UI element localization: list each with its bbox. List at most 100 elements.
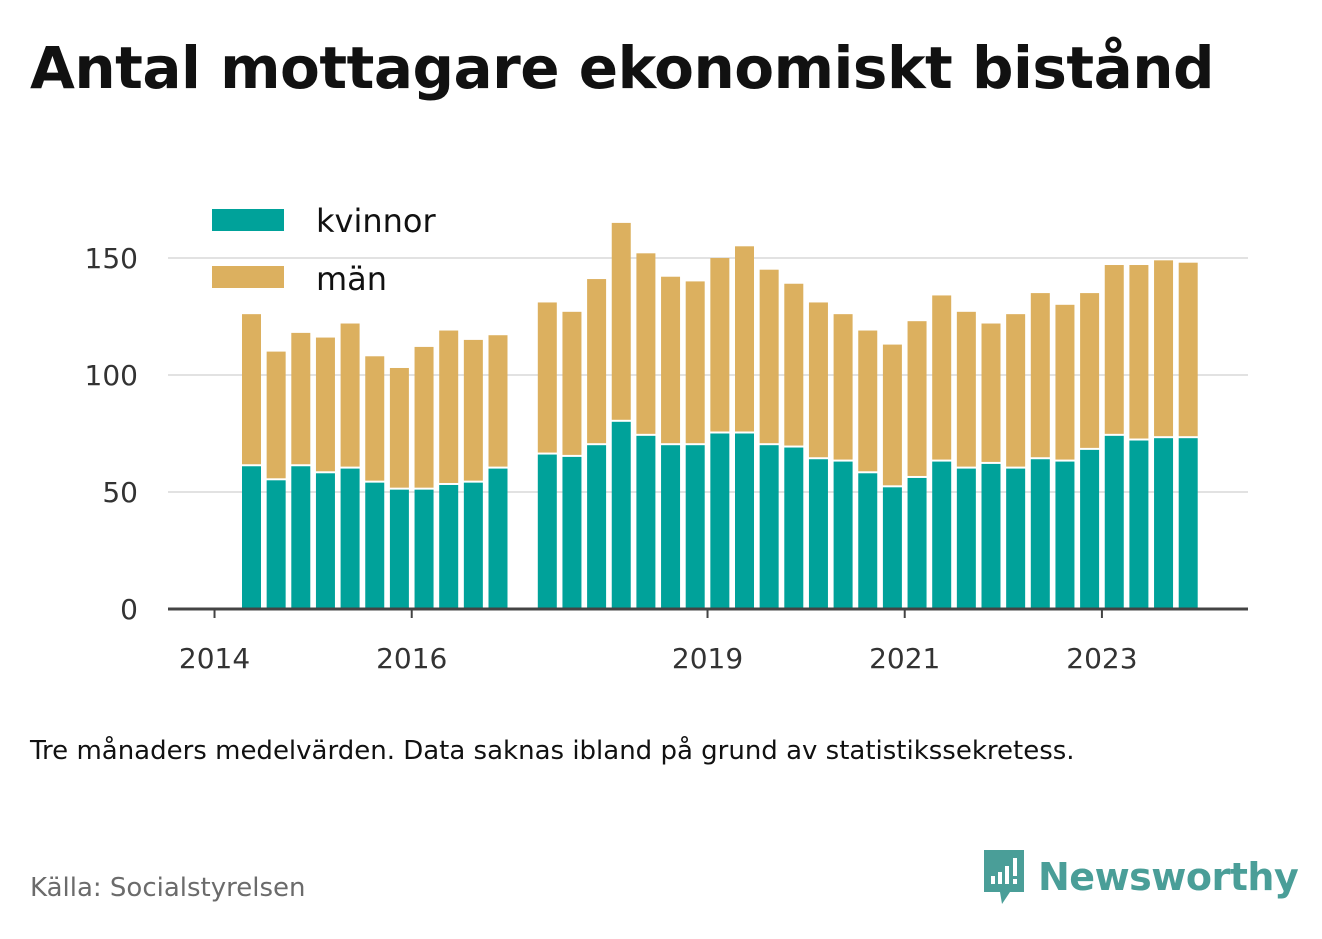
bar-kvinnor-2022-Q4 (1080, 449, 1100, 609)
bar-kvinnor-2022-Q3 (1055, 461, 1075, 609)
y-tick-label: 150 (85, 242, 138, 275)
bar-man-2022-Q4 (1080, 293, 1100, 448)
x-tick-label: 2019 (672, 642, 743, 675)
bar-man-2017-Q4 (587, 279, 607, 444)
bar-man-2016-Q4 (488, 335, 508, 467)
chart-title: Antal mottagare ekonomiskt bistånd (30, 34, 1215, 102)
bar-kvinnor-2016-Q1 (414, 489, 434, 609)
bar-man-2019-Q2 (735, 246, 754, 432)
x-axis: 2014 2016 2019 2021 2023 (168, 607, 1248, 675)
y-tick-label: 0 (120, 593, 138, 626)
bar-man-2023-Q4 (1178, 262, 1198, 437)
bar-kvinnor-2023-Q1 (1104, 435, 1124, 609)
bar-man-2019-Q3 (759, 269, 779, 444)
bar-man-2021-Q3 (956, 311, 976, 467)
y-axis-ticks: 0 50 100 150 (85, 242, 138, 626)
bar-kvinnor-2017-Q3 (562, 456, 582, 609)
bar-kvinnor-2020-Q4 (882, 487, 902, 609)
bar-kvinnor-2016-Q3 (463, 482, 483, 609)
bar-man-2023-Q1 (1104, 265, 1124, 434)
bar-kvinnor-2021-Q4 (981, 463, 1001, 609)
bar-kvinnor-2015-Q2 (340, 468, 360, 609)
bar-kvinnor-2022-Q1 (1006, 468, 1026, 609)
bar-man-2020-Q1 (808, 302, 828, 458)
bar-kvinnor-2019-Q2 (735, 433, 754, 609)
x-tick-label: 2014 (179, 642, 250, 675)
bar-kvinnor-2015-Q3 (365, 482, 385, 609)
bar-kvinnor-2023-Q4 (1178, 438, 1198, 609)
y-tick-label: 50 (102, 476, 138, 509)
bar-kvinnor-2020-Q3 (858, 473, 878, 609)
bar-man-2018-Q3 (661, 276, 681, 444)
bar-kvinnor-2021-Q1 (907, 477, 927, 609)
x-tick-label: 2016 (376, 642, 447, 675)
bar-kvinnor-2017-Q4 (587, 445, 607, 609)
bar-man-2022-Q2 (1030, 293, 1050, 458)
bar-kvinnor-2016-Q2 (439, 484, 459, 609)
bar-man-2014-Q3 (266, 351, 286, 479)
bar-man-2015-Q3 (365, 356, 385, 481)
bar-man-2021-Q1 (907, 321, 927, 476)
brand-logo: Newsworthy (980, 848, 1299, 906)
bar-kvinnor-2023-Q2 (1129, 440, 1149, 609)
bar-man-2023-Q3 (1154, 260, 1174, 437)
brand-name: Newsworthy (1038, 855, 1299, 899)
bar-kvinnor-2015-Q1 (315, 473, 335, 609)
bar-man-2022-Q1 (1006, 314, 1026, 467)
bar-man-2021-Q4 (981, 323, 1001, 462)
y-tick-label: 100 (85, 359, 138, 392)
bar-man-2019-Q1 (710, 258, 730, 432)
bar-kvinnor-2014-Q2 (242, 466, 261, 609)
bar-man-2020-Q2 (833, 314, 853, 460)
bar-man-2016-Q2 (439, 330, 459, 483)
bar-kvinnor-2020-Q2 (833, 461, 853, 609)
bar-man-2022-Q3 (1055, 304, 1075, 460)
legend: kvinnor män (212, 202, 437, 298)
bar-man-2016-Q3 (463, 339, 483, 481)
bar-man-2016-Q1 (414, 346, 434, 488)
bar-kvinnor-2017-Q2 (537, 454, 557, 609)
bar-man-2018-Q2 (636, 253, 656, 434)
source-credit: Källa: Socialstyrelsen (30, 873, 306, 903)
legend-label-man: män (316, 260, 387, 298)
chart-footnote: Tre månaders medelvärden. Data saknas ib… (30, 736, 1075, 766)
x-tick-label: 2023 (1066, 642, 1137, 675)
bar-kvinnor-2023-Q3 (1154, 438, 1174, 609)
legend-label-kvinnor: kvinnor (316, 202, 437, 240)
bar-kvinnor-2019-Q4 (784, 447, 804, 609)
legend-swatch-man (212, 266, 284, 288)
bar-man-2015-Q2 (340, 323, 360, 467)
bar-kvinnor-2018-Q3 (661, 445, 681, 609)
bar-man-2017-Q2 (537, 302, 557, 453)
bar-kvinnor-2019-Q1 (710, 433, 730, 609)
bar-kvinnor-2018-Q2 (636, 435, 656, 609)
bar-man-2018-Q1 (611, 222, 631, 420)
bar-man-2015-Q1 (315, 337, 335, 472)
bar-kvinnor-2018-Q4 (685, 445, 705, 609)
bar-man-2019-Q4 (784, 283, 804, 446)
bar-kvinnor-2015-Q4 (389, 489, 409, 609)
bar-kvinnor-2018-Q1 (611, 421, 631, 609)
bar-man-2018-Q4 (685, 281, 705, 444)
bar-kvinnor-2020-Q1 (808, 459, 828, 609)
bar-man-2020-Q4 (882, 344, 902, 486)
newsworthy-logo-icon (984, 850, 1024, 904)
bar-man-2017-Q3 (562, 311, 582, 455)
bar-man-2014-Q2 (242, 314, 261, 465)
bar-kvinnor-2022-Q2 (1030, 459, 1050, 609)
x-tick-label: 2021 (869, 642, 940, 675)
legend-swatch-kvinnor (212, 209, 284, 231)
bar-kvinnor-2021-Q2 (932, 461, 952, 609)
bar-man-2015-Q4 (389, 367, 409, 488)
bars (242, 222, 1198, 609)
bar-kvinnor-2016-Q4 (488, 468, 508, 609)
bar-man-2023-Q2 (1129, 265, 1149, 439)
bar-kvinnor-2019-Q3 (759, 445, 779, 609)
bar-man-2014-Q4 (291, 332, 311, 465)
bar-kvinnor-2014-Q4 (291, 466, 311, 609)
bar-man-2020-Q3 (858, 330, 878, 472)
bar-kvinnor-2021-Q3 (956, 468, 976, 609)
bar-kvinnor-2014-Q3 (266, 480, 286, 609)
bar-man-2021-Q2 (932, 295, 952, 460)
